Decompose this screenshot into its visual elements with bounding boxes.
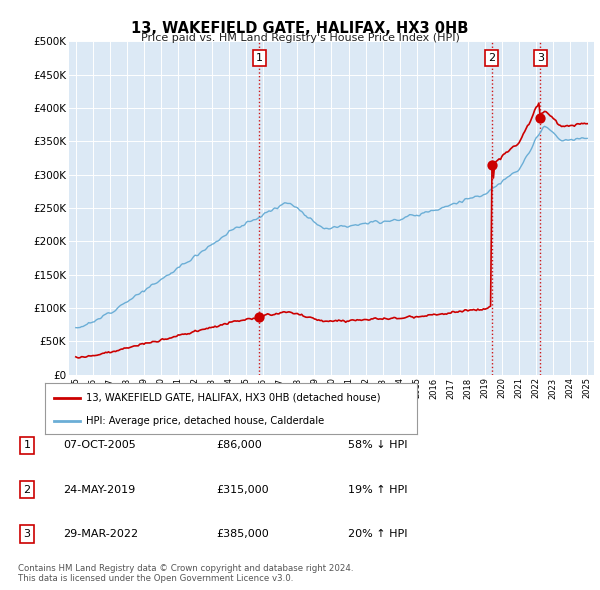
Text: £385,000: £385,000	[216, 529, 269, 539]
Text: £315,000: £315,000	[216, 485, 269, 494]
Text: 29-MAR-2022: 29-MAR-2022	[63, 529, 138, 539]
Text: 3: 3	[537, 53, 544, 63]
Text: 19% ↑ HPI: 19% ↑ HPI	[348, 485, 407, 494]
Text: 13, WAKEFIELD GATE, HALIFAX, HX3 0HB (detached house): 13, WAKEFIELD GATE, HALIFAX, HX3 0HB (de…	[86, 392, 380, 402]
Text: 3: 3	[23, 529, 31, 539]
Text: 24-MAY-2019: 24-MAY-2019	[63, 485, 135, 494]
Text: Contains HM Land Registry data © Crown copyright and database right 2024.
This d: Contains HM Land Registry data © Crown c…	[18, 563, 353, 583]
Text: 20% ↑ HPI: 20% ↑ HPI	[348, 529, 407, 539]
Text: 13, WAKEFIELD GATE, HALIFAX, HX3 0HB: 13, WAKEFIELD GATE, HALIFAX, HX3 0HB	[131, 21, 469, 35]
Text: 2: 2	[488, 53, 495, 63]
Text: Price paid vs. HM Land Registry's House Price Index (HPI): Price paid vs. HM Land Registry's House …	[140, 33, 460, 43]
Text: HPI: Average price, detached house, Calderdale: HPI: Average price, detached house, Cald…	[86, 416, 324, 426]
Text: 1: 1	[23, 441, 31, 450]
Text: 1: 1	[256, 53, 263, 63]
Text: 07-OCT-2005: 07-OCT-2005	[63, 441, 136, 450]
Text: £86,000: £86,000	[216, 441, 262, 450]
Text: 2: 2	[23, 485, 31, 494]
Point	[536, 113, 545, 123]
Point	[487, 160, 496, 169]
Text: 58% ↓ HPI: 58% ↓ HPI	[348, 441, 407, 450]
Point	[254, 313, 264, 322]
